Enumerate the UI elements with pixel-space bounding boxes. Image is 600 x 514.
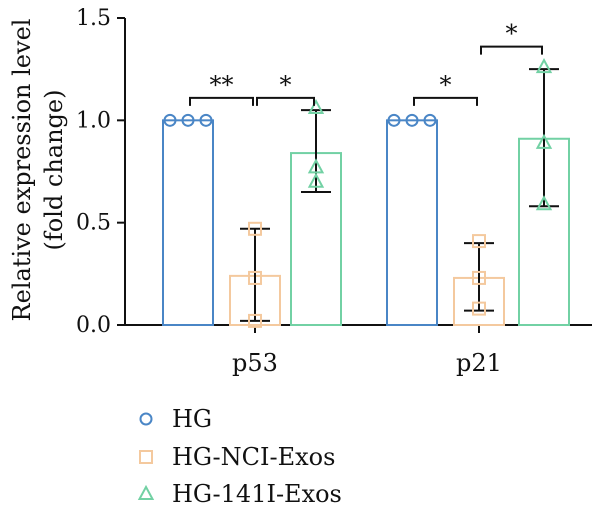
triangle-point xyxy=(137,484,155,500)
significance-bracket xyxy=(480,45,543,55)
significance-label: * xyxy=(280,71,292,99)
x-tick-label: p53 xyxy=(232,349,278,377)
square-point xyxy=(472,270,486,285)
legend-label: HG-141I-Exos xyxy=(172,480,342,508)
triangle-point xyxy=(535,195,553,211)
triangle-point xyxy=(307,172,325,188)
significance-bracket xyxy=(256,96,315,106)
square-point xyxy=(248,221,262,236)
circle-point xyxy=(163,113,177,127)
y-tick-label: 0.5 xyxy=(76,211,111,236)
significance-label: ** xyxy=(210,71,234,99)
square-point xyxy=(248,313,262,328)
legend: HG HG-NCI-Exos HG-141I-Exos xyxy=(137,405,342,508)
data-points xyxy=(163,58,553,328)
significance-brackets: ** * ** xyxy=(189,20,543,106)
circle-point xyxy=(139,412,153,426)
circle-point xyxy=(405,113,419,127)
legend-label: HG xyxy=(172,405,212,433)
circle-point xyxy=(181,113,195,127)
triangle-point xyxy=(307,158,325,174)
y-tick-label: 0.0 xyxy=(76,313,111,338)
y-tick-label: 1.0 xyxy=(76,108,111,133)
square-point xyxy=(472,234,486,249)
x-tick-label: p21 xyxy=(456,349,502,377)
legend-label: HG-NCI-Exos xyxy=(172,443,335,471)
bar xyxy=(386,119,438,327)
significance-bracket xyxy=(189,96,254,106)
bar xyxy=(162,119,214,327)
significance-bracket xyxy=(413,96,478,106)
square-point xyxy=(139,450,153,464)
bars xyxy=(162,119,570,327)
significance-label: * xyxy=(506,20,518,48)
triangle-point xyxy=(535,133,553,149)
triangle-point xyxy=(307,98,325,115)
error-bars xyxy=(240,68,559,322)
y-axis-title-line2: (fold change) xyxy=(40,90,68,251)
axes: 0.0 0.5 1.0 1.5 p53 p21 xyxy=(76,6,592,377)
circle-point xyxy=(387,113,401,127)
square-point xyxy=(248,270,262,285)
y-axis-title-line1: Relative expression level xyxy=(8,19,36,322)
y-axis-title: Relative expression level (fold change) xyxy=(8,19,68,322)
significance-label: * xyxy=(440,71,452,99)
circle-point xyxy=(423,113,437,127)
circle-point xyxy=(199,113,213,127)
square-point xyxy=(472,301,486,316)
triangle-point xyxy=(535,58,553,74)
y-tick-label: 1.5 xyxy=(76,6,111,31)
